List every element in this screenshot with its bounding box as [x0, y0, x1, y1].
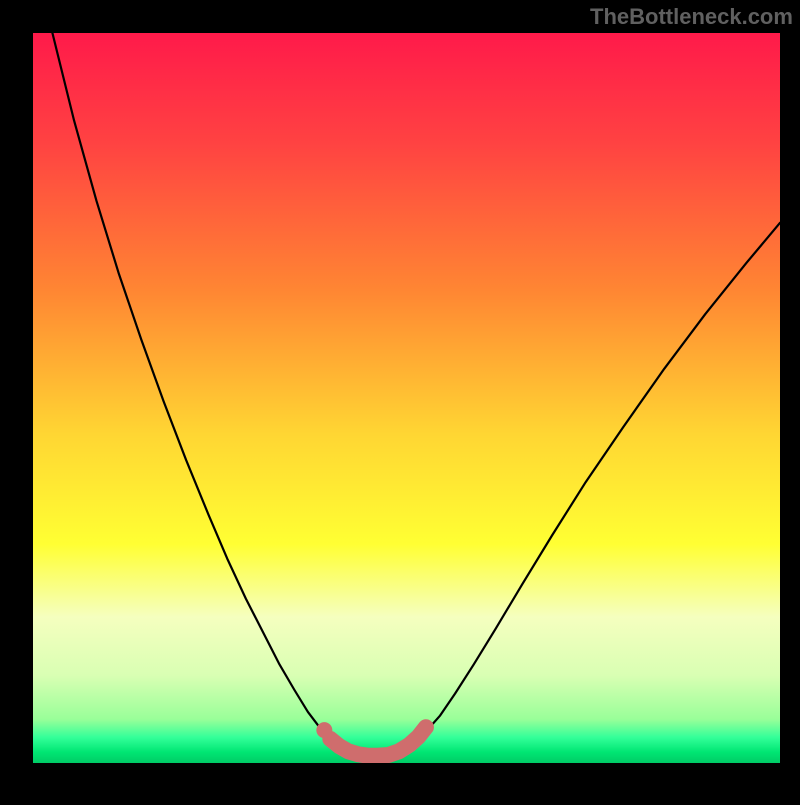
watermark-text: TheBottleneck.com [590, 4, 793, 30]
chart-svg [0, 0, 800, 800]
frame-border [780, 33, 800, 763]
highlight-dot [316, 722, 332, 738]
frame-border [0, 33, 33, 763]
bottleneck-chart [0, 0, 800, 805]
frame-border [0, 763, 800, 800]
gradient-background [33, 33, 780, 763]
